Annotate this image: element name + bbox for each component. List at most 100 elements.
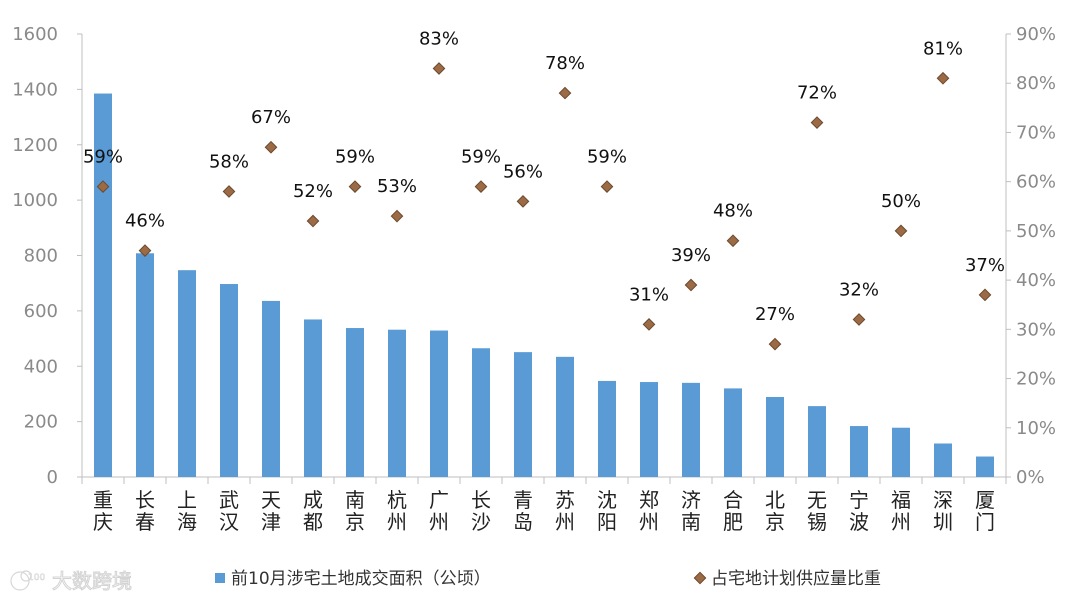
- bar: [682, 382, 700, 477]
- bar: [94, 93, 112, 477]
- data-point: [516, 194, 530, 208]
- data-label: 81%: [923, 38, 963, 59]
- bar-series: [94, 93, 994, 477]
- y-left-tick-label: 1200: [12, 135, 58, 156]
- point-labels: 59%46%58%67%52%59%53%83%59%56%78%59%31%3…: [83, 28, 1005, 325]
- category-label: 重庆: [93, 488, 113, 534]
- category-label: 上海: [177, 488, 197, 534]
- y-left-tick-label: 1600: [12, 24, 58, 45]
- data-point: [474, 180, 488, 193]
- category-label: 武汉: [219, 488, 239, 534]
- data-label: 67%: [251, 107, 291, 128]
- category-label: 沈阳: [597, 488, 617, 534]
- y-right-tick-label: 30%: [1016, 319, 1056, 340]
- data-label: 59%: [83, 147, 123, 168]
- bar: [850, 426, 868, 477]
- category-label: 宁波: [849, 488, 869, 534]
- bar: [262, 300, 280, 477]
- category-label: 南京: [345, 488, 365, 534]
- y-right-tick-label: 40%: [1016, 270, 1056, 291]
- data-point: [432, 62, 446, 75]
- category-label: 合肥: [723, 488, 743, 534]
- data-label: 39%: [671, 245, 711, 266]
- legend-bar-label: 前10月涉宅土地成交面积（公顷）: [231, 569, 491, 589]
- data-point: [978, 288, 992, 302]
- y-left-tick-label: 1000: [12, 190, 58, 211]
- category-label: 杭州: [387, 488, 407, 534]
- y-right-tick-label: 70%: [1016, 122, 1056, 143]
- bar: [976, 456, 994, 477]
- watermark-logo-icon: 100: [10, 570, 46, 591]
- y-left-tick-label: 0: [47, 467, 58, 488]
- data-label: 83%: [419, 28, 459, 49]
- watermark-mark: 100: [28, 573, 45, 583]
- category-label: 福州: [891, 488, 911, 534]
- data-point: [810, 116, 824, 129]
- category-label: 济南: [681, 488, 701, 534]
- y-right-tick-label: 10%: [1016, 418, 1056, 439]
- category-label: 厦门: [975, 488, 995, 534]
- bar: [808, 406, 826, 477]
- data-point: [936, 71, 950, 85]
- legend-point-swatch: [693, 571, 707, 585]
- bar: [304, 319, 322, 477]
- bar: [136, 253, 154, 477]
- data-point: [894, 224, 908, 238]
- y-right-tick-label: 90%: [1016, 24, 1056, 45]
- data-point: [558, 86, 572, 100]
- data-label: 53%: [377, 176, 417, 197]
- data-label: 37%: [965, 255, 1005, 276]
- category-label: 天津: [261, 488, 281, 534]
- data-label: 59%: [461, 147, 501, 168]
- bar: [724, 388, 742, 477]
- category-label: 青岛: [513, 488, 533, 534]
- category-label: 苏州: [555, 488, 575, 534]
- data-point: [684, 278, 698, 292]
- data-point: [222, 185, 236, 198]
- data-point: [642, 318, 656, 331]
- data-point: [600, 180, 614, 193]
- data-label: 58%: [209, 152, 249, 173]
- category-label: 长沙: [471, 488, 491, 534]
- data-label: 72%: [797, 83, 837, 104]
- data-label: 56%: [503, 161, 543, 182]
- category-label: 北京: [765, 488, 785, 534]
- bar: [472, 348, 490, 477]
- bar: [430, 330, 448, 477]
- data-point: [96, 180, 110, 193]
- bar: [220, 284, 238, 477]
- y-right-tick-label: 50%: [1016, 221, 1056, 242]
- legend: 前10月涉宅土地成交面积（公顷） 占宅地计划供应量比重: [215, 569, 881, 589]
- data-point: [348, 180, 362, 193]
- data-label: 52%: [293, 181, 333, 202]
- bar: [388, 329, 406, 477]
- data-point: [726, 234, 740, 248]
- data-point: [264, 140, 278, 154]
- data-label: 27%: [755, 304, 795, 325]
- legend-point-label: 占宅地计划供应量比重: [711, 569, 881, 589]
- data-label: 59%: [335, 147, 375, 168]
- bar: [514, 352, 532, 477]
- bar: [766, 396, 784, 477]
- data-point: [852, 313, 866, 326]
- y-left-tick-label: 400: [24, 356, 58, 377]
- y-left-tick-label: 1400: [12, 79, 58, 100]
- y-left-tick-label: 200: [24, 412, 58, 433]
- watermark-text: 大数跨境: [52, 569, 132, 593]
- axes: 0 200 400 600 800 1000 1200 1400 1600 0% 10% 20% 30%…: [12, 24, 1056, 488]
- category-labels: 重庆长春上海武汉天津成都南京杭州广州长沙青岛苏州沈阳郑州济南合肥北京无锡宁波福州…: [93, 488, 995, 534]
- bar: [598, 380, 616, 477]
- legend-bar-swatch: [215, 573, 225, 583]
- category-label: 成都: [303, 488, 323, 534]
- bar: [640, 382, 658, 477]
- category-label: 广州: [429, 488, 449, 534]
- y-right-tick-label: 0%: [1016, 467, 1045, 488]
- bar: [178, 270, 196, 477]
- bar: [892, 427, 910, 477]
- data-point: [768, 337, 782, 351]
- data-point: [138, 244, 152, 257]
- data-point: [390, 209, 404, 223]
- data-point: [306, 214, 320, 228]
- bar: [934, 443, 952, 477]
